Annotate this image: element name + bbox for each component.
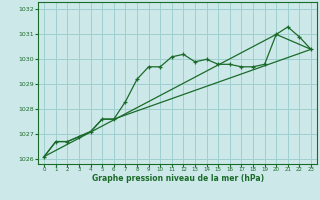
X-axis label: Graphe pression niveau de la mer (hPa): Graphe pression niveau de la mer (hPa) bbox=[92, 174, 264, 183]
